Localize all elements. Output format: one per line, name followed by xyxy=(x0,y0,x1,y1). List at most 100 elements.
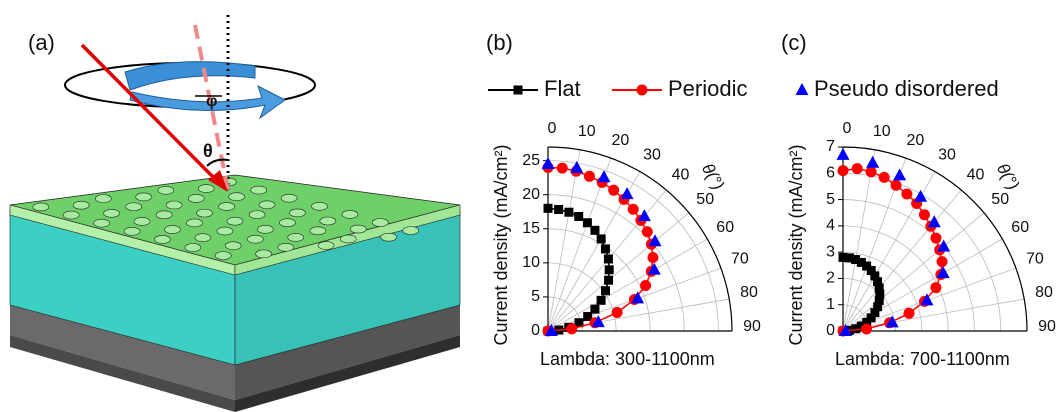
theta-tick-label: 0 xyxy=(548,120,557,137)
marker xyxy=(608,184,620,196)
rotation-arrow-head xyxy=(129,84,286,120)
substrate-front xyxy=(10,335,235,412)
hole xyxy=(228,192,245,201)
marker xyxy=(647,252,659,264)
y-tick-label: 1 xyxy=(826,296,835,313)
marker xyxy=(890,179,902,191)
marker xyxy=(600,286,610,296)
marker xyxy=(838,252,848,262)
hole xyxy=(277,242,295,252)
theta-tick-label: 10 xyxy=(578,123,596,140)
theta-tick-label: 50 xyxy=(991,191,1009,208)
panel-label: (c) xyxy=(781,30,807,55)
layer-front xyxy=(10,305,235,400)
marker xyxy=(918,209,930,221)
y-tick-label: 20 xyxy=(522,186,540,203)
marker xyxy=(856,257,866,267)
marker xyxy=(604,265,614,275)
y-tick-label: 6 xyxy=(826,165,835,182)
hole xyxy=(186,218,203,228)
x-axis-label: Lambda: 700-1100nm xyxy=(835,349,1010,369)
theta-tick-label: 60 xyxy=(1011,219,1029,236)
theta-tick-label: 40 xyxy=(967,167,985,184)
marker xyxy=(611,306,623,318)
y-tick-label: 10 xyxy=(522,254,540,271)
y-tick-label: 5 xyxy=(531,288,540,305)
marker xyxy=(851,255,861,265)
theta-axis-label: θ(°) xyxy=(993,160,1023,193)
hole xyxy=(258,200,276,210)
marker xyxy=(885,315,899,328)
theta-tick-label: 80 xyxy=(740,284,758,301)
y-tick-label: 2 xyxy=(826,270,835,287)
theta-tick-label: 80 xyxy=(1035,284,1053,301)
marker xyxy=(920,293,934,306)
marker xyxy=(865,166,877,178)
marker xyxy=(862,317,872,327)
series-line xyxy=(842,167,943,332)
grid-arc xyxy=(842,172,1002,332)
marker xyxy=(866,155,880,168)
hole xyxy=(311,201,328,211)
theta-tick-label: 90 xyxy=(1038,318,1056,335)
marker xyxy=(927,215,941,228)
theta-tick-label: 20 xyxy=(907,132,925,149)
illustration: (a) φ θ xyxy=(9,15,461,412)
y-tick-label: 0 xyxy=(826,322,835,339)
grid-arc xyxy=(547,262,617,332)
marker xyxy=(543,203,553,213)
marker xyxy=(544,324,558,336)
grid-spoke xyxy=(842,298,1025,332)
hole xyxy=(32,202,50,212)
theta-tick-label: 30 xyxy=(643,147,661,164)
hole xyxy=(155,210,173,220)
marker xyxy=(582,218,592,228)
y-tick-label: 5 xyxy=(826,191,835,208)
hole xyxy=(72,200,90,210)
marker xyxy=(914,189,928,202)
marker xyxy=(627,203,639,215)
grid-spoke xyxy=(547,212,690,332)
marker xyxy=(636,84,648,96)
r-axis-label: Current density (mA/cm²) xyxy=(786,144,806,345)
theta-tick-label: 40 xyxy=(672,167,690,184)
hole xyxy=(133,217,151,226)
marker xyxy=(648,234,662,247)
y-tick-label: 7 xyxy=(826,138,835,155)
y-tick-label: 25 xyxy=(522,152,540,169)
marker xyxy=(844,253,854,263)
hole xyxy=(196,208,213,218)
marker xyxy=(541,157,555,170)
y-tick-label: 15 xyxy=(522,220,540,237)
hole xyxy=(250,185,268,195)
hole xyxy=(257,225,274,234)
marker xyxy=(554,204,564,214)
hole xyxy=(339,234,357,244)
marker xyxy=(564,207,574,217)
hole xyxy=(317,241,335,250)
marker xyxy=(583,170,595,182)
hole xyxy=(123,226,141,236)
y-tick-label: 3 xyxy=(826,243,835,260)
hole xyxy=(187,194,205,203)
marker xyxy=(620,187,634,200)
hole xyxy=(95,194,112,203)
grid-spoke xyxy=(547,238,708,332)
hole xyxy=(62,210,80,220)
hole xyxy=(280,193,298,203)
grid-arc xyxy=(842,225,949,332)
theta-tick-label: 10 xyxy=(873,123,891,140)
hole xyxy=(197,184,215,193)
theta-tick-label: 20 xyxy=(612,132,630,149)
marker xyxy=(647,262,661,275)
hole xyxy=(93,218,110,228)
grid-arc xyxy=(547,228,651,332)
theta-tick-label: 0 xyxy=(843,120,852,137)
hole xyxy=(349,224,367,234)
grid-spoke xyxy=(547,149,581,332)
marker xyxy=(570,160,584,173)
marker xyxy=(604,275,614,285)
hole xyxy=(125,202,143,212)
marker xyxy=(870,308,880,318)
grid-spoke xyxy=(842,212,985,332)
